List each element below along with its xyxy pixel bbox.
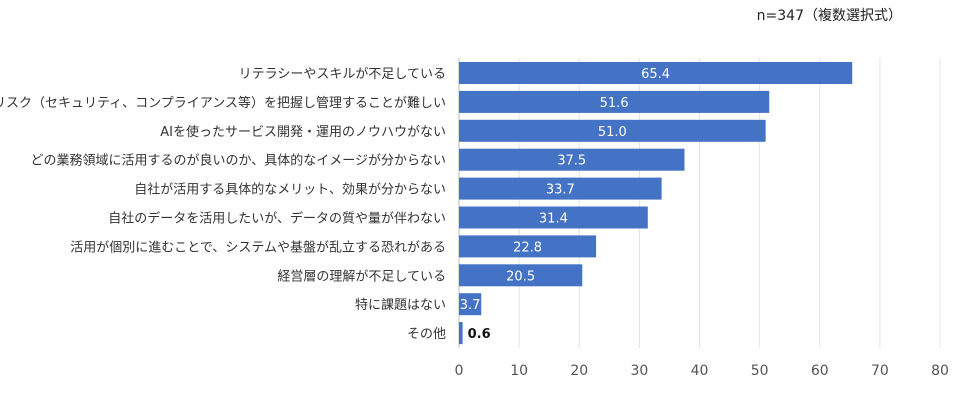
category-label: 自社が活用する具体的なメリット、効果が分からない: [134, 182, 446, 198]
category-label: その他: [407, 327, 446, 342]
data-label: 51.6: [600, 96, 629, 111]
x-tick-label: 70: [871, 363, 889, 379]
category-label: 経営層の理解が不足している: [277, 269, 446, 284]
x-tick-label: 40: [691, 363, 709, 379]
x-tick-label: 30: [630, 363, 648, 379]
category-label: AIを使ったサービス開発・運用のノウハウがない: [160, 124, 446, 140]
bar: [459, 322, 463, 345]
data-label: 20.5: [506, 269, 535, 284]
x-tick-label: 80: [931, 363, 949, 379]
data-label: 0.6: [468, 327, 491, 342]
x-tick-label: 50: [751, 363, 769, 379]
bar: [459, 293, 482, 316]
x-tick-label: 60: [811, 363, 829, 379]
category-label: 活用が個別に進むことで、システムや基盤が乱立する恐れがある: [70, 240, 446, 255]
data-label: 22.8: [513, 240, 542, 255]
bar: [459, 206, 648, 229]
data-label: 33.7: [546, 183, 575, 198]
data-label: 3.7: [460, 298, 481, 313]
x-tick-label: 0: [455, 363, 464, 379]
data-label: 31.4: [539, 212, 568, 227]
category-label: リスク（セキュリティ、コンプライアンス等）を把握し管理することが難しい: [0, 95, 446, 111]
x-tick-label: 20: [570, 363, 588, 379]
bar: [459, 235, 597, 258]
category-label: 特に課題はない: [355, 297, 446, 313]
bar: [459, 264, 583, 287]
bar: [459, 62, 853, 84]
bar: [459, 177, 662, 200]
data-label: 65.4: [641, 67, 670, 82]
sample-note: n=347（複数選択式）: [756, 8, 902, 24]
category-label: リテラシーやスキルが不足している: [239, 67, 446, 82]
data-label: 37.5: [557, 154, 586, 169]
x-tick-label: 10: [510, 363, 528, 379]
bar: [459, 148, 685, 171]
category-label: 自社のデータを活用したいが、データの質や量が伴わない: [108, 211, 446, 227]
data-label: 51.0: [598, 125, 627, 140]
bar: [459, 90, 770, 113]
bar: [459, 119, 766, 142]
category-label: どの業務領域に活用するのが良いのか、具体的なイメージが分からない: [31, 153, 446, 169]
